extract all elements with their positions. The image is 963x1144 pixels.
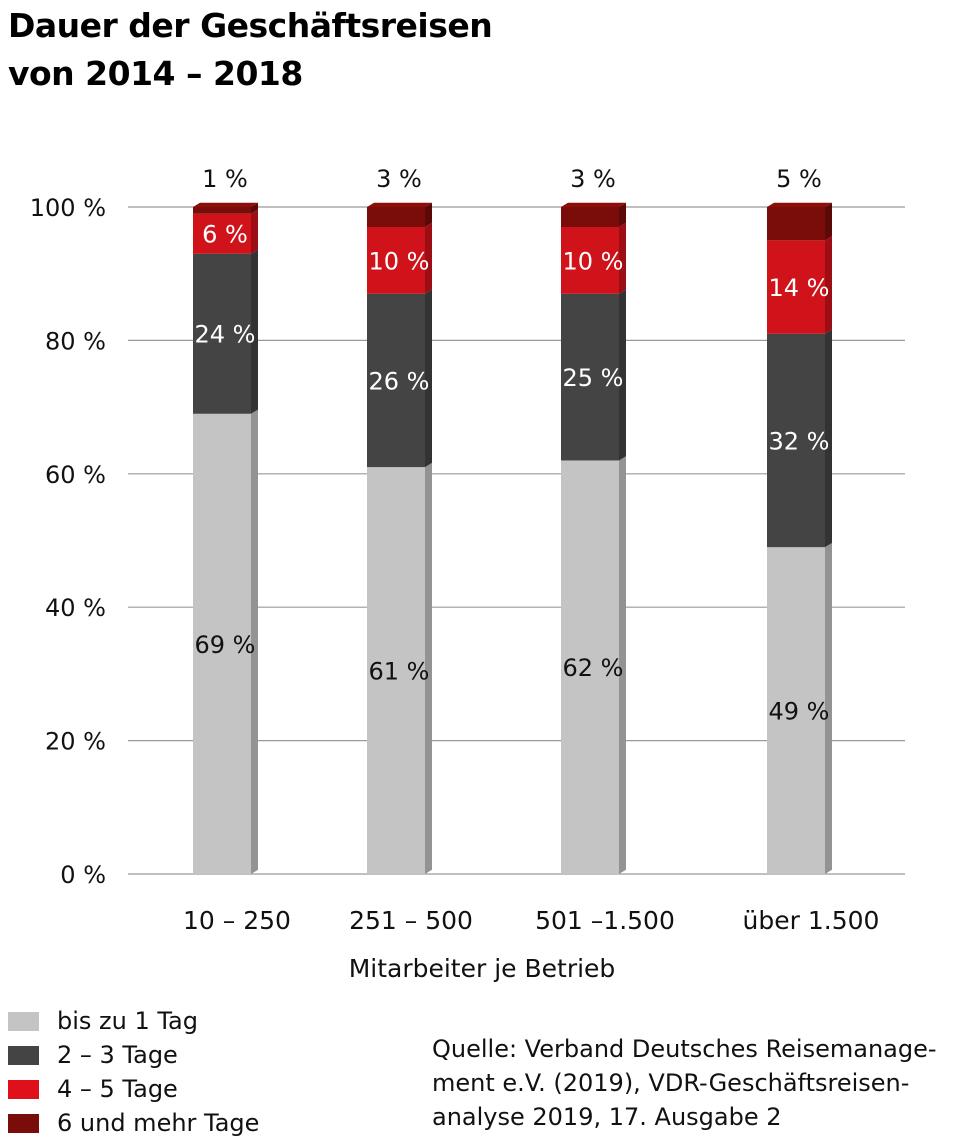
bar-top-6-und-mehr-tage	[367, 202, 432, 207]
y-tick-label: 80 %	[45, 327, 106, 355]
data-label-bis-zu-1-tag: 62 %	[563, 654, 624, 682]
data-label-4-5-tage: 10 %	[563, 247, 624, 275]
source-line-1: Quelle: Verband Deutsches Reisemanage-	[432, 1035, 937, 1063]
title-line-2: von 2014 – 2018	[8, 54, 303, 93]
legend-swatch	[8, 1045, 39, 1065]
legend-label: 4 – 5 Tage	[57, 1075, 178, 1103]
bar-side-4-5-tage	[619, 222, 626, 294]
bar-4-5-tage	[767, 240, 825, 334]
bar-bis-zu-1-tag	[767, 547, 825, 874]
bar-top-6-und-mehr-tage	[767, 202, 832, 207]
data-label-6-und-mehr-tage: 1 %	[202, 165, 248, 193]
bars: 69 % 24 % 6 % 1 % 61 % 26 % 10 % 3 % 62 % 25 % 10 …	[193, 165, 832, 874]
data-label-4-5-tage: 6 %	[202, 221, 248, 249]
y-tick-label: 20 %	[45, 728, 106, 756]
stacked-bar-chart: 0 %20 %40 %60 %80 %100 % 69 %24 %6 %1 %6…	[30, 165, 905, 983]
bar-side-4-5-tage	[251, 209, 258, 254]
bar-side-4-5-tage	[825, 236, 832, 334]
bar-side-6-und-mehr-tage	[825, 202, 832, 241]
x-tick-label: über 1.500	[743, 906, 880, 935]
legend-item-bis-zu-1-tag: bis zu 1 Tag	[8, 1004, 259, 1038]
bar-bis-zu-1-tag	[193, 413, 251, 874]
y-tick-label: 0 %	[60, 861, 106, 889]
bar-top-6-und-mehr-tage	[193, 202, 258, 207]
bar-2-3-tage	[367, 293, 425, 468]
data-label-2-3-tage: 32 %	[769, 427, 830, 455]
bar-2-3-tage	[193, 253, 251, 414]
legend-label: 2 – 3 Tage	[57, 1041, 178, 1069]
legend-swatch	[8, 1079, 39, 1099]
bar-bis-zu-1-tag	[367, 467, 425, 874]
bar-6-und-mehr-tage	[561, 207, 619, 228]
source-note: Quelle: Verband Deutsches Reisemanage- m…	[432, 1032, 937, 1134]
legend: bis zu 1 Tag 2 – 3 Tage 4 – 5 Tage 6 und…	[8, 1004, 259, 1140]
y-tick-label: 40 %	[45, 594, 106, 622]
title-line-1: Dauer der Geschäftsreisen	[8, 6, 493, 45]
data-label-4-5-tage: 14 %	[769, 274, 830, 302]
data-label-6-und-mehr-tage: 3 %	[570, 165, 616, 193]
bar-side-2-3-tage	[251, 249, 258, 414]
x-tick-label: 10 – 250	[183, 906, 291, 935]
bar-6-und-mehr-tage	[193, 207, 251, 214]
bar-side-bis-zu-1-tag	[825, 542, 832, 874]
x-axis-tick-labels: 10 – 250 251 – 500 501 –1.500 über 1.500	[183, 906, 879, 935]
bar-side-4-5-tage	[425, 222, 432, 294]
data-label-2-3-tage: 26 %	[369, 367, 430, 395]
x-axis-label: Mitarbeiter je Betrieb	[349, 954, 616, 983]
chart-title: Dauer der Geschäftsreisen von 2014 – 201…	[8, 2, 493, 98]
x-tick-label: 251 – 500	[349, 906, 473, 935]
source-line-3: analyse 2019, 17. Ausgabe 2	[432, 1103, 782, 1131]
bar-side-6-und-mehr-tage	[619, 202, 626, 228]
bar-6-und-mehr-tage	[767, 207, 825, 241]
bar-top-6-und-mehr-tage	[561, 202, 626, 207]
data-label-bis-zu-1-tag: 49 %	[769, 698, 830, 726]
data-label-6-und-mehr-tage: 5 %	[776, 165, 822, 193]
y-tick-label: 100 %	[30, 194, 106, 222]
bar-2-3-tage	[561, 293, 619, 461]
bar-bis-zu-1-tag	[561, 460, 619, 874]
bar-side-bis-zu-1-tag	[251, 409, 258, 874]
x-tick-label: 501 –1.500	[535, 906, 675, 935]
legend-label: 6 und mehr Tage	[57, 1109, 260, 1137]
data-label-4-5-tage: 10 %	[369, 247, 430, 275]
y-tick-label: 60 %	[45, 461, 106, 489]
legend-swatch	[8, 1113, 39, 1133]
legend-item-6-und-mehr-tage: 6 und mehr Tage	[8, 1106, 259, 1140]
data-label-2-3-tage: 24 %	[195, 321, 256, 349]
legend-label: bis zu 1 Tag	[57, 1007, 198, 1035]
bar-side-2-3-tage	[825, 329, 832, 548]
legend-item-2-3-tage: 2 – 3 Tage	[8, 1038, 259, 1072]
bar-4-5-tage	[367, 227, 425, 294]
bar-side-2-3-tage	[619, 289, 626, 461]
data-label-bis-zu-1-tag: 61 %	[369, 658, 430, 686]
bar-4-5-tage	[561, 227, 619, 294]
bar-side-bis-zu-1-tag	[619, 456, 626, 874]
bar-side-bis-zu-1-tag	[425, 462, 432, 874]
bar-4-5-tage	[193, 213, 251, 254]
data-label-2-3-tage: 25 %	[563, 364, 624, 392]
bar-side-6-und-mehr-tage	[425, 202, 432, 228]
bar-side-6-und-mehr-tage	[251, 202, 258, 214]
legend-item-4-5-tage: 4 – 5 Tage	[8, 1072, 259, 1106]
source-line-2: ment e.V. (2019), VDR-Geschäftsreisen-	[432, 1069, 910, 1097]
data-label-bis-zu-1-tag: 69 %	[195, 631, 256, 659]
data-label-6-und-mehr-tage: 3 %	[376, 165, 422, 193]
bar-2-3-tage	[767, 333, 825, 548]
bar-side-2-3-tage	[425, 289, 432, 468]
y-axis-tick-labels: 0 % 20 % 40 % 60 % 80 % 100 %	[30, 194, 106, 889]
legend-swatch	[8, 1011, 39, 1031]
bar-6-und-mehr-tage	[367, 207, 425, 228]
